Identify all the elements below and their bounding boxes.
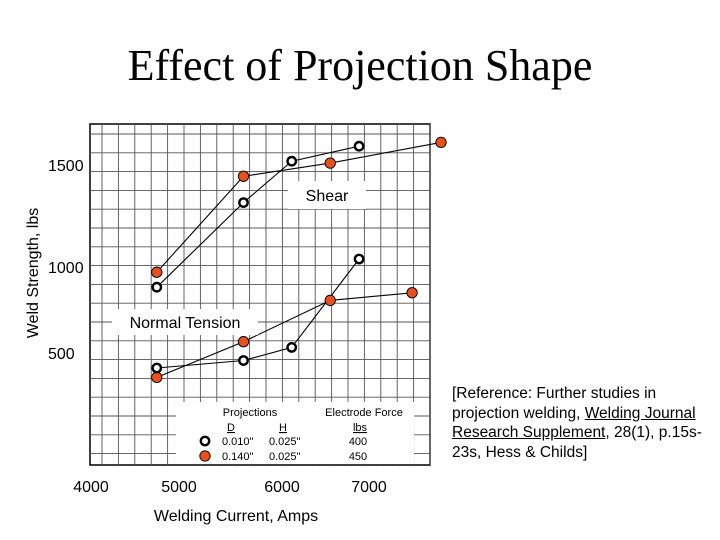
y-tick-bg bbox=[45, 345, 78, 363]
x-tick-label: 5000 bbox=[161, 479, 197, 496]
legend-h-value: 0.025" bbox=[269, 451, 301, 463]
legend-header-projections: Projections bbox=[223, 407, 278, 419]
data-point bbox=[151, 371, 163, 384]
data-point bbox=[324, 294, 336, 307]
y-tick-bg bbox=[45, 259, 87, 277]
legend-header-lbs: lbs bbox=[353, 422, 368, 434]
y-tick-label: 1000 bbox=[48, 260, 84, 277]
data-point bbox=[353, 253, 365, 265]
data-point bbox=[286, 341, 298, 353]
data-point bbox=[324, 157, 336, 169]
data-point bbox=[238, 355, 249, 366]
reference-note: [Reference: Further studies in projectio… bbox=[452, 384, 716, 462]
legend-header-d: D bbox=[227, 422, 235, 434]
legend-h-value: 0.025" bbox=[269, 436, 301, 448]
data-point bbox=[238, 197, 249, 209]
legend-d-value: 0.140" bbox=[222, 451, 254, 463]
x-axis-label: Welding Current, Amps bbox=[154, 508, 318, 525]
legend-box bbox=[176, 402, 414, 464]
series-line bbox=[156, 145, 360, 288]
legend-force-value: 400 bbox=[349, 436, 367, 448]
data-point bbox=[151, 362, 163, 374]
legend-marker bbox=[199, 450, 211, 462]
data-point bbox=[151, 266, 163, 278]
data-point bbox=[406, 287, 418, 299]
annotation-bg bbox=[112, 309, 258, 335]
reference-suffix: , 28(1), p.15s-23s, Hess & Childs] bbox=[452, 424, 702, 461]
legend-force-value: 450 bbox=[349, 451, 367, 463]
slide-title: Effect of Projection Shape bbox=[127, 41, 593, 90]
data-point bbox=[286, 155, 298, 167]
y-tick-bg bbox=[45, 157, 87, 175]
data-point bbox=[237, 336, 250, 348]
y-axis-label: Weld Strength, lbs bbox=[25, 208, 42, 338]
annotation-bg bbox=[288, 181, 366, 209]
legend-marker bbox=[199, 435, 211, 447]
annotation-normal-tension: Normal Tension bbox=[130, 315, 241, 332]
series-line bbox=[156, 141, 442, 273]
reference-journal: Welding Journal Research Supplement bbox=[452, 404, 696, 442]
data-point bbox=[237, 170, 250, 182]
y-tick-label: 500 bbox=[48, 346, 75, 363]
annotation-shear: Shear bbox=[306, 188, 349, 205]
y-tick-label: 1500 bbox=[48, 158, 84, 175]
series-line bbox=[156, 292, 413, 378]
x-tick-label: 4000 bbox=[73, 479, 109, 496]
data-point bbox=[151, 281, 163, 293]
reference-prefix: [Reference: Further studies in projectio… bbox=[452, 385, 657, 422]
data-point bbox=[353, 140, 365, 152]
legend-header-h: H bbox=[279, 422, 287, 434]
legend-header-force: Electrode Force bbox=[325, 407, 403, 419]
x-tick-label: 7000 bbox=[351, 479, 387, 496]
data-point bbox=[435, 136, 447, 149]
legend-d-value: 0.010" bbox=[222, 436, 254, 448]
x-tick-label: 6000 bbox=[264, 479, 300, 496]
